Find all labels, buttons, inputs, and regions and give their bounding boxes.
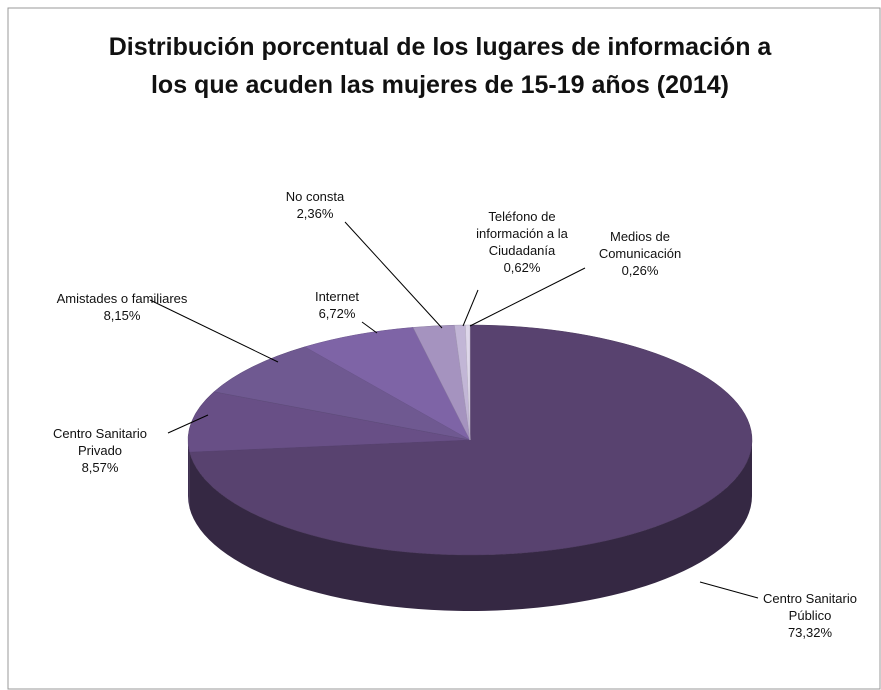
pie-slice-side: [189, 440, 752, 611]
leader-line: [462, 289, 479, 327]
value-label: 8,15%: [103, 308, 141, 323]
data-label: Medios de Comunicación 0,26%: [580, 228, 700, 279]
pie-slice: [189, 324, 753, 556]
pie-slice: [304, 327, 471, 441]
pie-slice: [213, 346, 471, 441]
pie-slice: [187, 391, 471, 453]
category-label: Internet: [314, 289, 360, 304]
leader-line: [167, 414, 209, 434]
data-label: Teléfono de información a la Ciudadanía 0…: [457, 208, 587, 276]
pie-slice-side: [188, 440, 190, 509]
data-label: Internet 6,72%: [297, 288, 377, 322]
value-label: 2,36%: [296, 206, 334, 221]
pie-slice: [465, 324, 471, 441]
category-label: Centro Sanitario Público: [763, 591, 857, 623]
data-label: No consta 2,36%: [270, 188, 360, 222]
chart-title: Distribución porcentual de los lugares d…: [108, 33, 772, 99]
data-label: Centro Sanitario Público 73,32%: [745, 590, 875, 641]
category-label: Centro Sanitario Privado: [53, 426, 147, 458]
value-label: 0,26%: [621, 263, 659, 278]
category-label: No consta: [285, 189, 345, 204]
category-label: Amistades o familiares: [56, 291, 188, 306]
chart-border: [7, 7, 881, 690]
leader-line: [344, 221, 443, 329]
data-label: Centro Sanitario Privado 8,57%: [30, 425, 170, 476]
leader-line: [149, 299, 279, 363]
leader-line: [361, 321, 378, 334]
leader-line: [699, 581, 759, 599]
data-label: Amistades o familiares 8,15%: [17, 290, 227, 324]
value-label: 8,57%: [81, 460, 119, 475]
value-label: 6,72%: [318, 306, 356, 321]
category-label: Teléfono de información a la Ciudadanía: [476, 209, 568, 258]
value-label: 73,32%: [787, 625, 833, 640]
value-label: 0,62%: [503, 260, 541, 275]
category-label: Medios de Comunicación: [598, 229, 682, 261]
leader-line: [469, 267, 586, 327]
